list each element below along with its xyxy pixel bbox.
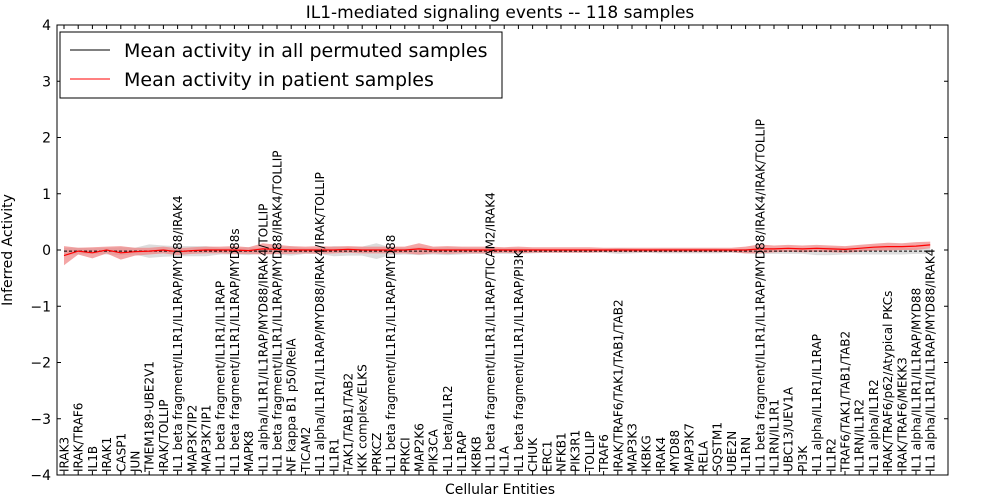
y-tick-label: −1 <box>30 299 51 315</box>
legend-label-patient: Mean activity in patient samples <box>124 69 434 91</box>
y-tick-label: 3 <box>42 74 51 90</box>
x-tick-label: IL1B <box>86 446 100 472</box>
x-tick-label: IL1 beta fragment/IL1R1/IL1RAP/PI3K <box>512 249 526 472</box>
x-tick-label: MAPK8 <box>242 431 256 472</box>
x-tick-label: TOLLIP <box>583 431 597 473</box>
x-axis-label: Cellular Entities <box>445 482 555 498</box>
x-tick-label: IL1 alpha/IL1R1/IL1RAP/MYD88/IRAK4/TOLLI… <box>256 204 270 472</box>
x-tick-label: IL1 alpha/IL1R1/IL1RAP/MYD88 <box>910 288 924 472</box>
chart-title: IL1-mediated signaling events -- 118 sam… <box>306 3 695 23</box>
x-tick-label: PIK3R1 <box>569 430 583 472</box>
y-tick-label: 2 <box>42 131 51 147</box>
x-tick-label: MAP3K7IP1 <box>200 405 214 472</box>
x-tick-label: IL1 alpha/IL1R1/IL1RAP/MYD88/IRAK4 <box>924 249 938 472</box>
x-tick-label: IRAK/TOLLIP <box>157 400 171 472</box>
x-tick-label: IL1RN/IL1R2 <box>853 399 867 472</box>
x-tick-label: IL1RN <box>739 437 753 472</box>
x-tick-label: JUN <box>129 451 143 473</box>
legend-box <box>59 31 503 99</box>
legend: Mean activity in all permuted samples Me… <box>59 31 503 99</box>
x-tick-label: IL1 alpha/IL1R1/IL1RAP/MYD88/IRAK4/IRAK/… <box>313 172 327 472</box>
y-tick-label: −4 <box>30 468 51 484</box>
x-tick-label: IL1 beta fragment/IL1R1/IL1RAP <box>214 281 228 472</box>
x-tick-label: IKBKB <box>469 436 483 472</box>
x-tick-label: IRAK/TRAF6/MEKK3 <box>895 357 909 472</box>
x-tick-label: IL1 alpha/IL1R1/IL1RAP <box>810 334 824 472</box>
x-tick-label: IL1 beta fragment/IL1R1/IL1RAP/MYD88/IRA… <box>753 119 767 472</box>
x-tick-label: IRAK/TRAF6 <box>72 403 86 472</box>
x-tick-label: CASP1 <box>114 433 128 472</box>
x-tick-label: PIK3CA <box>427 428 441 472</box>
x-tick-label: MAP2K6 <box>413 423 427 472</box>
x-tick-label: IRAK4 <box>654 437 668 472</box>
y-tick-label: −3 <box>30 412 51 428</box>
x-tick-label: IKK complex/ELKS <box>356 364 370 472</box>
x-tick-label: TMEM189-UBE2V1 <box>143 361 157 473</box>
x-tick-label: IL1 beta fragment/IL1R1/IL1RAP/MYD88/IRA… <box>171 195 185 472</box>
x-tick-label: NF kappa B1 p50/RelA <box>285 338 299 472</box>
x-tick-label: IKBKG <box>640 435 654 472</box>
x-tick-label: IRAK1 <box>100 437 114 472</box>
x-tick-label: IL1A <box>498 445 512 472</box>
y-tick-label: 1 <box>42 187 51 203</box>
x-tick-label: IRAK/TRAF6/TAK1/TAB1/TAB2 <box>611 299 625 472</box>
x-tick-label: ERC1 <box>540 441 554 472</box>
x-tick-label: UBC13/UEV1A <box>782 386 796 472</box>
x-tick-label: IRAK/TRAF6/p62/Atypical PKCs <box>881 291 895 472</box>
x-tick-label: TRAF6/TAK1/TAB1/TAB2 <box>839 331 853 473</box>
x-tick-label: MAP3K7IP2 <box>185 405 199 472</box>
x-tick-label: IL1 beta fragment/IL1R1/IL1RAP/MYD88 <box>384 235 398 472</box>
x-tick-label: IL1R1 <box>327 438 341 472</box>
x-tick-label: PI3K <box>796 445 810 472</box>
x-tick-label: IL1 beta fragment/IL1R1/IL1RAP/MYD88s <box>228 228 242 472</box>
x-tick-label: IL1RAP <box>455 431 469 472</box>
y-axis-label: Inferred Activity <box>0 194 16 306</box>
x-axis: IRAK3 IRAK/TRAF6 IL1B IRAK1 CASP1 JUN TMEM189-… <box>58 25 938 475</box>
legend-label-permuted: Mean activity in all permuted samples <box>124 40 487 62</box>
x-tick-label: CHUK <box>526 437 540 472</box>
x-tick-label: TAK1/TAB1/TAB2 <box>342 373 356 473</box>
x-tick-label: IRAK3 <box>58 437 72 472</box>
x-tick-label: MAP3K3 <box>626 423 640 472</box>
band-patient <box>64 241 931 266</box>
x-tick-label: IL1R2 <box>824 438 838 472</box>
x-tick-label: MAP3K7 <box>682 423 696 472</box>
y-tick-label: −2 <box>30 356 51 372</box>
x-tick-label: NFKB1 <box>555 432 569 472</box>
x-tick-label: IL1 beta fragment/IL1R1/IL1RAP/MYD88/IRA… <box>271 151 285 472</box>
series-line-patient <box>63 244 931 257</box>
y-tick-label: 4 <box>42 18 51 34</box>
y-axis: 4 3 2 1 0 −1 −2 −3 −4 <box>30 18 948 484</box>
x-tick-label: IL1 beta fragment/IL1R1/IL1RAP/TICAM2/IR… <box>484 192 498 472</box>
x-tick-label: TRAF6 <box>597 434 611 473</box>
y-tick-label: 0 <box>42 243 51 259</box>
x-tick-label: SQSTM1 <box>711 422 725 472</box>
x-tick-label: PRKCI <box>398 437 412 472</box>
x-tick-label: IL1RN/IL1R1 <box>768 399 782 472</box>
x-tick-label: MYD88 <box>668 430 682 472</box>
plot-area <box>63 241 931 266</box>
x-tick-label: IL1 beta/IL1R2 <box>441 385 455 472</box>
x-tick-label: PRKCZ <box>370 433 384 472</box>
x-tick-label: TICAM2 <box>299 427 313 473</box>
x-tick-label: UBE2N <box>725 431 739 472</box>
x-tick-label: IL1 alpha/IL1R2 <box>867 379 881 472</box>
x-tick-label: RELA <box>697 440 711 472</box>
